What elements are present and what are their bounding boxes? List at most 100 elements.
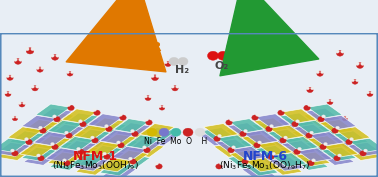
Polygon shape [38,140,72,154]
Polygon shape [324,143,358,157]
Polygon shape [116,123,150,137]
Circle shape [244,130,247,133]
Polygon shape [218,135,253,149]
Circle shape [159,105,165,110]
Text: OER: OER [226,41,254,54]
Polygon shape [296,120,330,135]
Polygon shape [322,115,356,130]
Polygon shape [74,125,108,139]
Circle shape [104,154,110,159]
Text: NFM-6: NFM-6 [243,150,288,163]
Circle shape [322,115,325,118]
Circle shape [308,104,311,106]
Circle shape [145,118,148,121]
Circle shape [226,120,232,125]
Circle shape [132,131,138,136]
Circle shape [38,156,44,161]
Polygon shape [268,129,302,143]
Circle shape [220,162,223,165]
Circle shape [131,130,134,133]
Text: Ni  Fe  Mo  O    H: Ni Fe Mo O H [144,137,208,146]
Circle shape [334,156,340,161]
Circle shape [356,79,359,82]
Polygon shape [26,124,60,138]
Polygon shape [98,158,132,172]
Circle shape [320,144,326,150]
Polygon shape [50,124,84,139]
Polygon shape [240,138,274,152]
Circle shape [19,102,25,107]
Circle shape [66,71,69,73]
Polygon shape [34,132,68,146]
Polygon shape [345,146,378,161]
Circle shape [94,110,100,115]
Polygon shape [215,139,250,153]
Circle shape [331,99,334,102]
Circle shape [296,120,299,123]
Polygon shape [266,133,301,147]
Polygon shape [246,158,280,172]
Circle shape [149,95,152,98]
Circle shape [342,116,348,121]
Circle shape [169,61,172,64]
Circle shape [214,136,220,141]
Circle shape [12,116,18,121]
Text: NFM-1: NFM-1 [73,150,118,163]
Circle shape [41,67,44,69]
Circle shape [150,75,154,78]
Polygon shape [201,128,236,142]
Polygon shape [282,141,316,155]
Polygon shape [294,124,328,139]
Circle shape [25,47,29,51]
Circle shape [120,115,126,120]
Polygon shape [64,145,98,159]
Circle shape [306,87,309,90]
Circle shape [266,126,272,132]
Circle shape [66,133,72,138]
Polygon shape [128,139,163,153]
Polygon shape [204,124,239,138]
Circle shape [80,121,86,127]
Circle shape [284,136,287,139]
Polygon shape [36,136,70,150]
Circle shape [68,105,74,110]
Circle shape [312,159,315,162]
Circle shape [169,57,179,65]
Polygon shape [38,108,72,122]
Polygon shape [64,113,98,127]
Circle shape [23,102,26,104]
Polygon shape [62,141,96,155]
Circle shape [351,79,354,82]
Circle shape [92,138,98,143]
Polygon shape [294,156,328,170]
Circle shape [318,117,324,122]
Polygon shape [91,122,126,136]
Polygon shape [90,118,124,132]
Polygon shape [66,117,101,131]
Circle shape [338,154,341,157]
Circle shape [298,147,301,150]
Circle shape [71,71,74,73]
Polygon shape [114,119,149,133]
Circle shape [216,164,222,169]
Circle shape [37,67,43,72]
Circle shape [63,159,66,162]
Polygon shape [12,135,46,149]
Circle shape [53,115,56,118]
Circle shape [155,162,158,165]
Circle shape [217,51,228,60]
Polygon shape [334,131,369,145]
Polygon shape [20,143,54,157]
Polygon shape [291,129,326,142]
Circle shape [268,154,274,159]
Circle shape [156,164,162,169]
Circle shape [295,54,299,57]
Polygon shape [242,134,276,148]
Text: (Ni$_3$Fe$_3$Mo$_3$(OOH)$_9$): (Ni$_3$Fe$_3$Mo$_3$(OOH)$_9$) [52,159,138,172]
Polygon shape [118,127,152,141]
Circle shape [156,75,160,78]
Circle shape [310,131,313,134]
Circle shape [152,75,158,81]
Polygon shape [76,129,110,143]
Circle shape [144,148,150,153]
